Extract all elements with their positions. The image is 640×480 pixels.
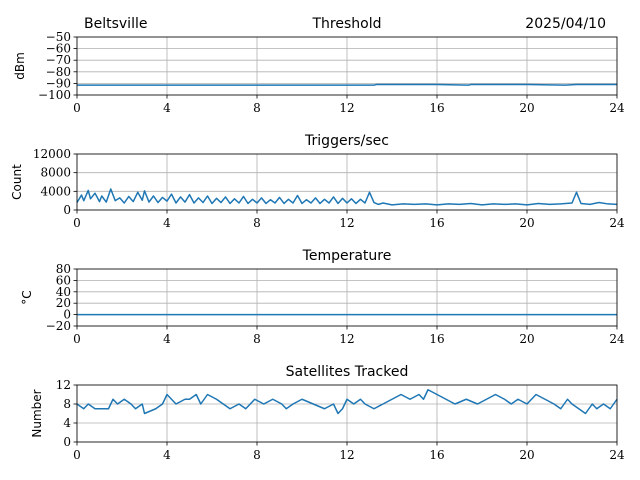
y-tick-label: 8 bbox=[63, 397, 71, 411]
chart-title: Triggers/sec bbox=[304, 133, 389, 149]
y-tick-label: 8000 bbox=[40, 166, 71, 180]
x-tick-label: 24 bbox=[609, 101, 625, 115]
y-tick-label: 12 bbox=[56, 378, 71, 392]
panel-1: 0 4 8 12 16 20 24 −100−90−80−70−60−50 Threshold d… bbox=[13, 16, 625, 115]
y-tick-label: 0 bbox=[63, 308, 71, 322]
x-tick-label: 0 bbox=[73, 448, 81, 462]
x-tick-label: 4 bbox=[163, 101, 171, 115]
chart-panels: 0 4 8 12 16 20 24 −100−90−80−70−60−50 Threshold d… bbox=[10, 16, 625, 462]
series-line bbox=[76, 188, 618, 206]
y-axis-label: Count bbox=[10, 164, 24, 200]
y-tick-label: 40 bbox=[56, 285, 71, 299]
panel-4: 0 4 8 12 16 20 24 0 4 8 12 Satellites Tracked Number bbox=[30, 364, 625, 462]
x-tick-label: 8 bbox=[253, 448, 261, 462]
station-label: Beltsville bbox=[84, 16, 147, 32]
y-tick-label: −70 bbox=[46, 53, 71, 67]
x-tick-label: 16 bbox=[429, 448, 444, 462]
x-tick-label: 4 bbox=[163, 448, 171, 462]
y-axis-label: dBm bbox=[13, 52, 27, 80]
y-tick-label: −60 bbox=[46, 42, 71, 56]
y-tick-label: 20 bbox=[56, 296, 71, 310]
x-tick-label: 16 bbox=[429, 101, 444, 115]
x-tick-label: 4 bbox=[163, 332, 171, 346]
x-tick-label: 8 bbox=[253, 332, 261, 346]
y-tick-label: 12000 bbox=[33, 147, 71, 161]
x-tick-label: 16 bbox=[429, 332, 444, 346]
x-tick-label: 8 bbox=[253, 216, 261, 230]
y-tick-label: 80 bbox=[56, 262, 71, 276]
x-tick-label: 0 bbox=[73, 216, 81, 230]
y-tick-label: −100 bbox=[38, 88, 71, 102]
x-tick-label: 4 bbox=[163, 216, 171, 230]
series-line bbox=[76, 389, 618, 415]
x-tick-label: 8 bbox=[253, 101, 261, 115]
y-tick-label: 60 bbox=[56, 273, 71, 287]
x-tick-label: 12 bbox=[339, 216, 354, 230]
y-tick-label: 4000 bbox=[40, 184, 71, 198]
chart-title: Satellites Tracked bbox=[286, 364, 409, 380]
x-tick-label: 20 bbox=[519, 101, 534, 115]
x-tick-label: 20 bbox=[519, 216, 534, 230]
y-tick-label: −20 bbox=[46, 319, 71, 333]
chart-title: Temperature bbox=[302, 248, 392, 264]
y-tick-label: 0 bbox=[63, 435, 71, 449]
x-tick-label: 12 bbox=[339, 101, 354, 115]
x-tick-label: 12 bbox=[339, 332, 354, 346]
x-tick-label: 20 bbox=[519, 332, 534, 346]
y-tick-label: 4 bbox=[63, 416, 71, 430]
x-tick-label: 24 bbox=[609, 448, 625, 462]
x-tick-label: 0 bbox=[73, 101, 81, 115]
panel-2: 0 4 8 12 16 20 24 0 4000 8000 12000 Triggers/sec Cou… bbox=[10, 133, 625, 230]
y-tick-label: 0 bbox=[63, 203, 71, 217]
y-axis-label: Number bbox=[30, 389, 44, 437]
y-tick-label: −50 bbox=[46, 30, 71, 44]
x-tick-label: 12 bbox=[339, 448, 354, 462]
date-label: 2025/04/10 bbox=[525, 16, 606, 32]
y-axis-label: °C bbox=[20, 290, 34, 304]
x-tick-label: 16 bbox=[429, 216, 444, 230]
x-tick-label: 24 bbox=[609, 332, 625, 346]
x-tick-label: 24 bbox=[609, 216, 625, 230]
x-tick-label: 0 bbox=[73, 332, 81, 346]
chart-title: Threshold bbox=[312, 16, 382, 32]
y-tick-label: −90 bbox=[46, 76, 71, 90]
y-tick-label: −80 bbox=[46, 65, 71, 79]
series-line bbox=[77, 83, 617, 86]
x-tick-label: 20 bbox=[519, 448, 534, 462]
